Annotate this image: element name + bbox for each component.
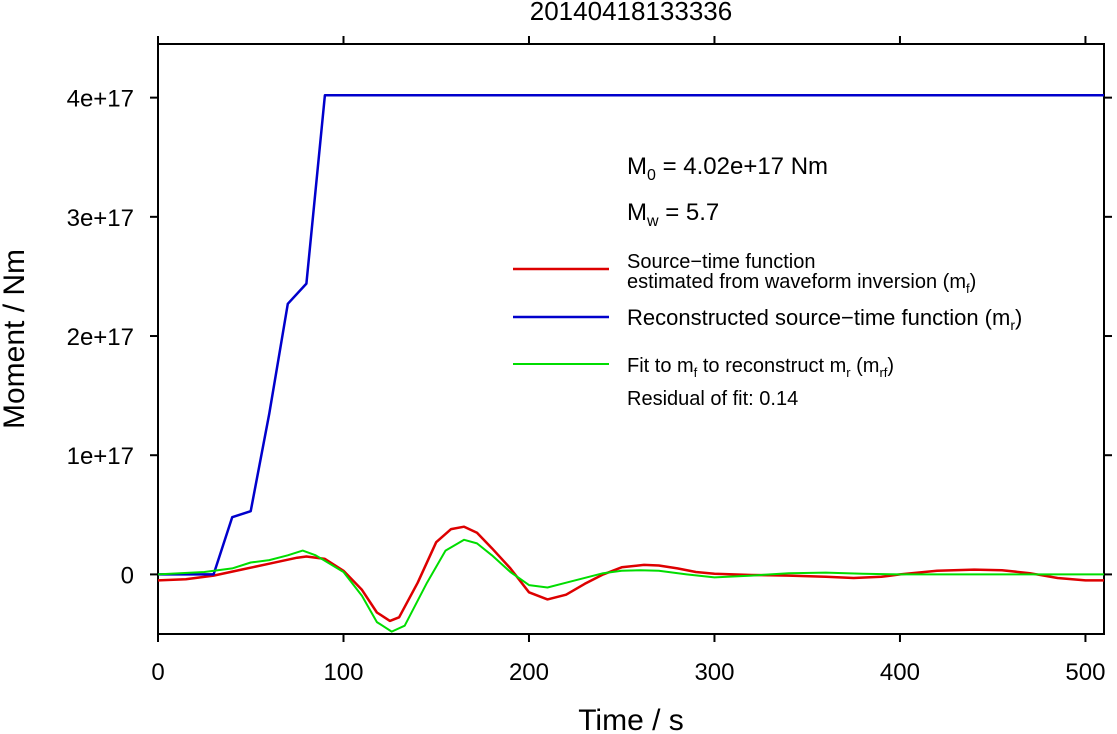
y-tick-label: 1e+17 bbox=[67, 443, 134, 470]
plot-frame bbox=[157, 43, 1105, 635]
series-line-2 bbox=[157, 538, 1104, 633]
x-tick-label: 300 bbox=[694, 659, 734, 686]
y-axis: 0 1e+17 2e+17 3e+17 4e+17 bbox=[67, 86, 1112, 589]
x-axis-label: Time / s bbox=[578, 704, 684, 734]
y-tick-label: 2e+17 bbox=[67, 324, 134, 351]
legend-entry-red-line2: estimated from waveform inversion (mf) bbox=[627, 271, 976, 296]
x-axis: 0 100 200 300 400 500 bbox=[151, 36, 1105, 686]
x-tick-label: 100 bbox=[323, 659, 363, 686]
y-axis-label: Moment / Nm bbox=[0, 249, 31, 429]
legend-entry-red-line1: Source−time function bbox=[627, 251, 815, 273]
series-line-1 bbox=[158, 94, 1104, 576]
x-tick-label: 200 bbox=[509, 659, 549, 686]
legend: Source−time function estimated from wave… bbox=[513, 251, 1022, 410]
residual-annotation: Residual of fit: 0.14 bbox=[627, 388, 798, 410]
y-tick-label: 4e+17 bbox=[67, 86, 134, 113]
y-tick-label: 3e+17 bbox=[67, 205, 134, 232]
y-tick-label: 0 bbox=[121, 562, 134, 589]
x-tick-label: 0 bbox=[151, 659, 164, 686]
legend-entry-blue: Reconstructed source−time function (mr) bbox=[627, 305, 1022, 333]
series-layer bbox=[157, 94, 1104, 633]
x-tick-label: 500 bbox=[1065, 659, 1105, 686]
x-tick-label: 400 bbox=[880, 659, 920, 686]
chart-title: 20140418133336 bbox=[530, 0, 732, 26]
m0-annotation: M0 = 4.02e+17 Nm bbox=[627, 153, 828, 184]
legend-entry-green: Fit to mf to reconstruct mr (mrf) bbox=[627, 355, 894, 380]
mw-annotation: Mw = 5.7 bbox=[627, 199, 719, 230]
